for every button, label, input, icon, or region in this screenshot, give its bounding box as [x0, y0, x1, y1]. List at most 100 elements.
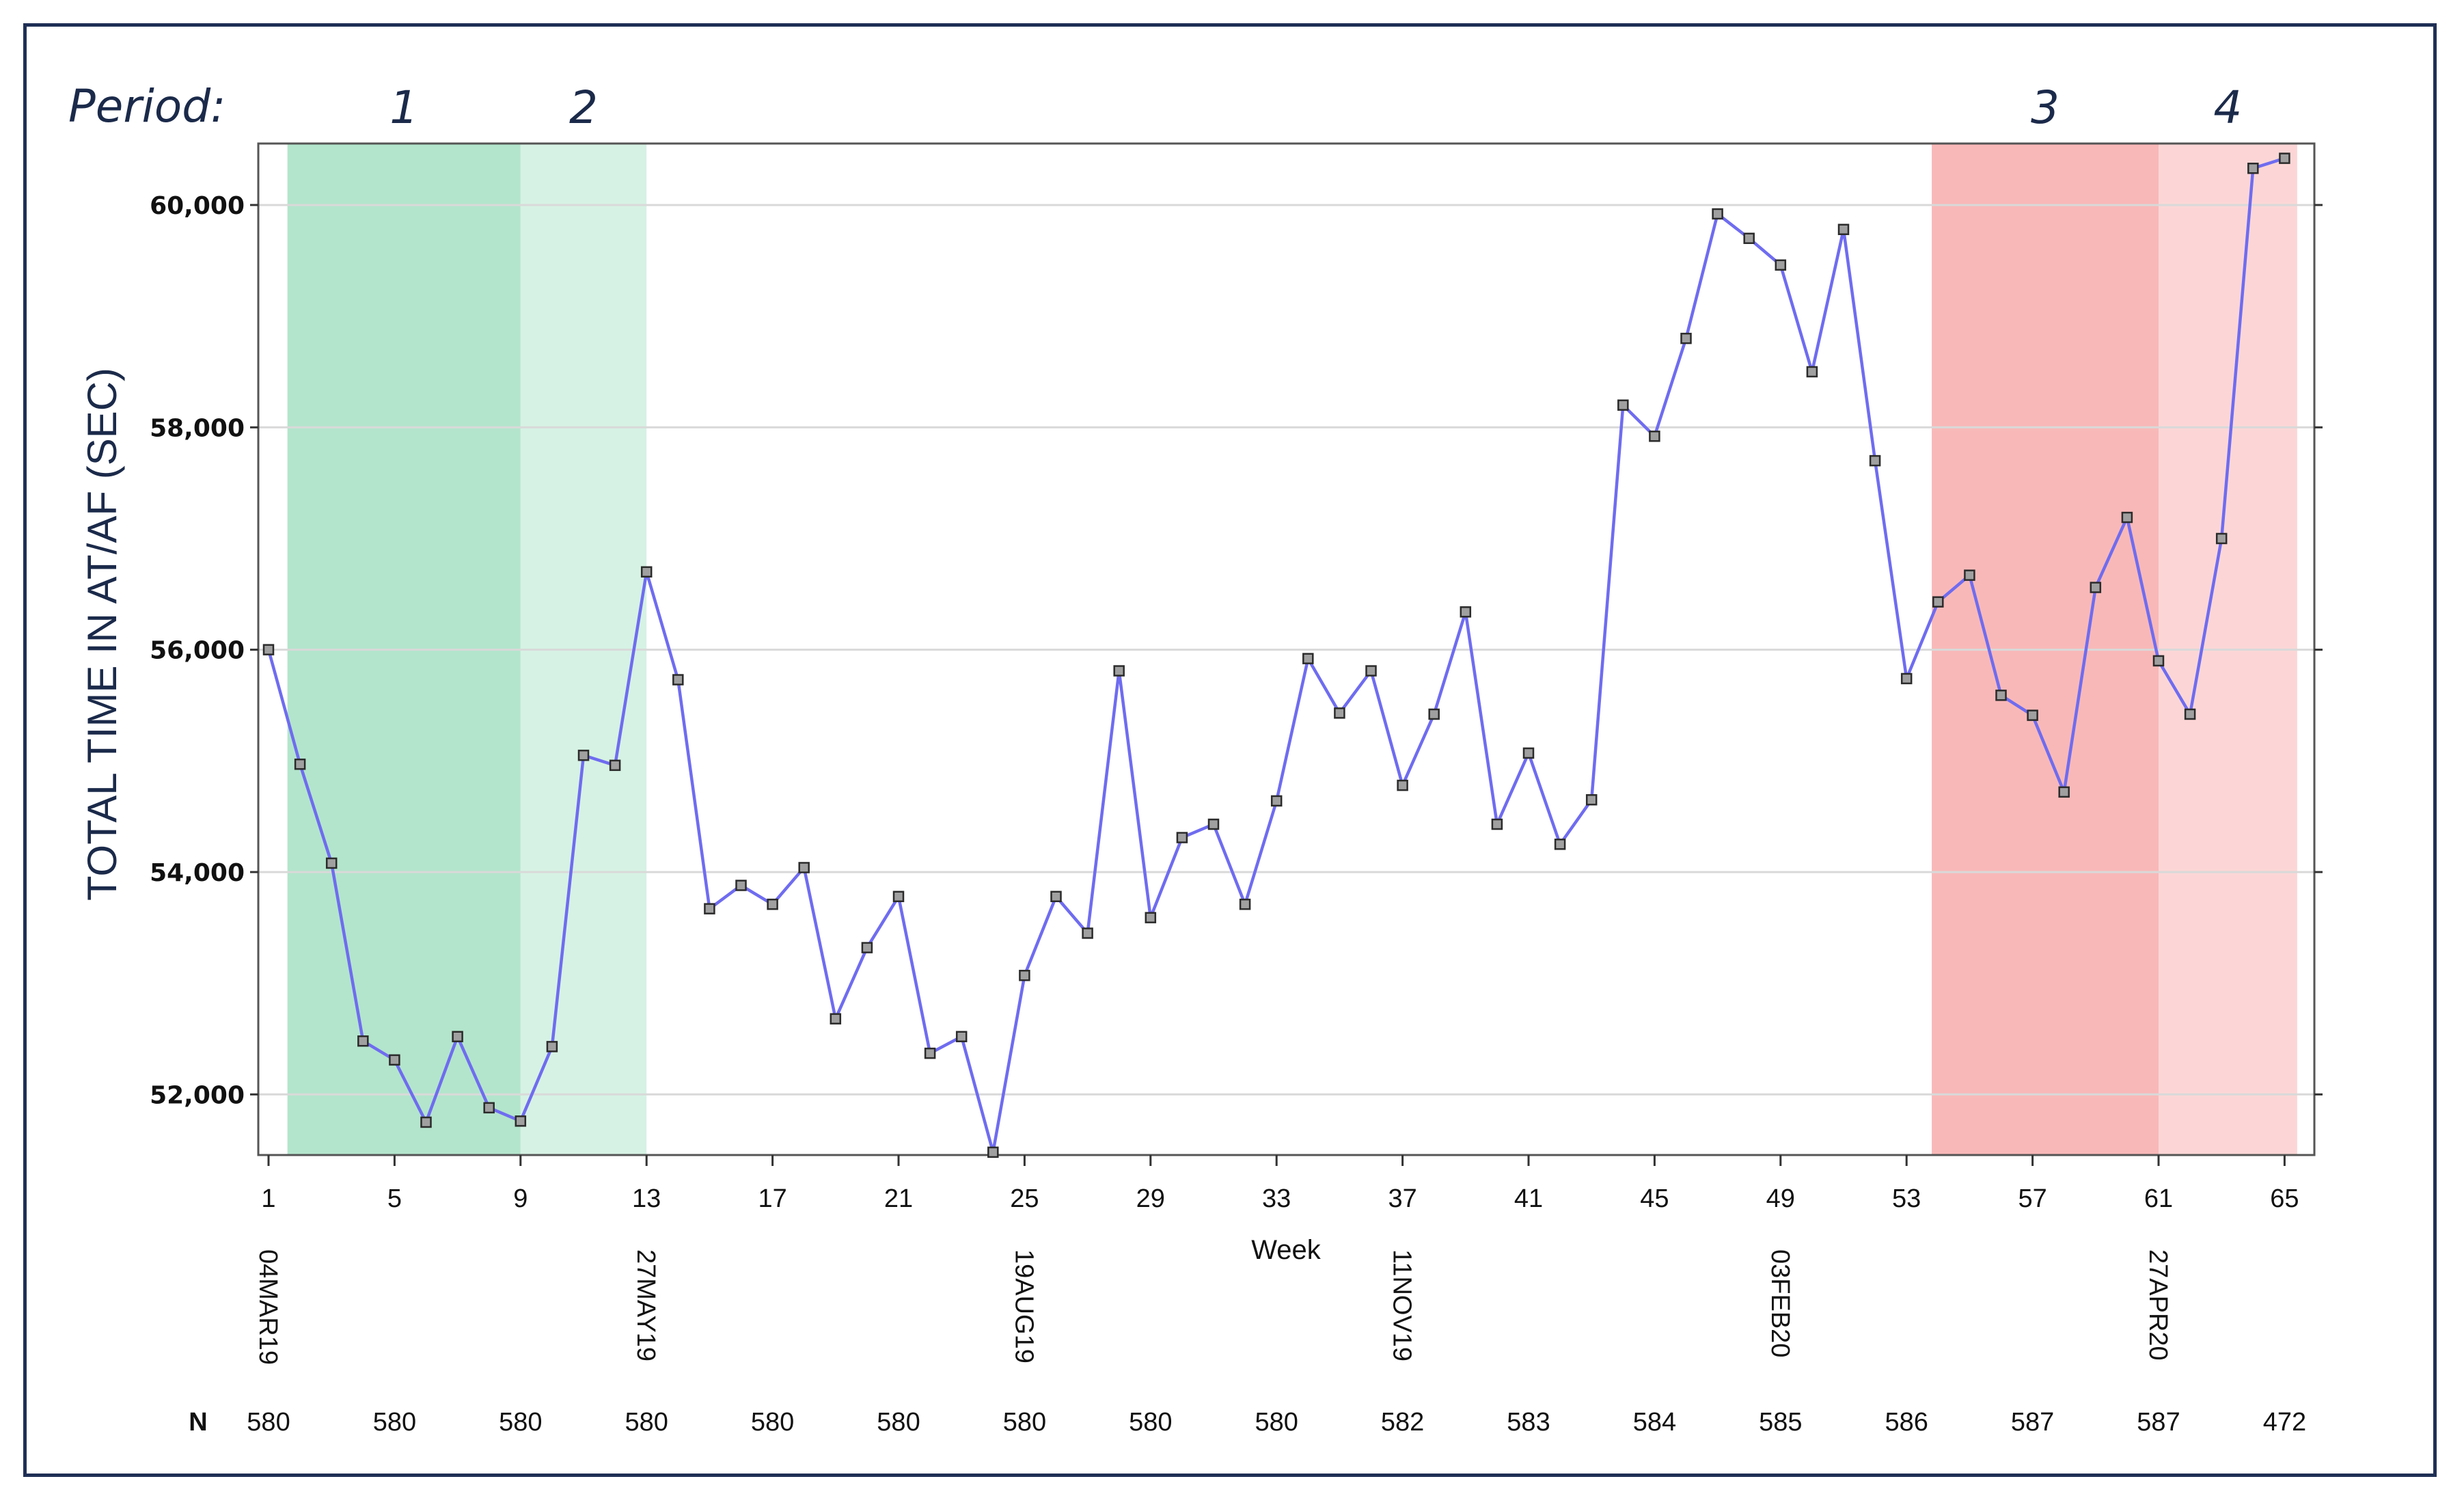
y-tick-label: 56,000: [150, 637, 245, 665]
x-axis-label: Week: [1251, 1235, 1322, 1265]
data-point: [609, 759, 621, 772]
data-point: [1270, 795, 1283, 807]
data-point: [1869, 454, 1881, 467]
x-tick-label: 13: [632, 1184, 661, 1213]
date-label: 04MAR19: [254, 1249, 282, 1365]
data-point: [1775, 259, 1787, 271]
x-tick-label: 1: [261, 1184, 275, 1213]
n-count: 580: [877, 1408, 920, 1437]
x-tick-label: 5: [387, 1184, 402, 1213]
date-label: 19AUG19: [1009, 1249, 1038, 1363]
data-point: [577, 749, 590, 761]
data-point: [1712, 208, 1723, 220]
period-label-3: 3: [2031, 81, 2059, 134]
data-point: [1082, 927, 1093, 939]
n-count: 582: [1381, 1408, 1424, 1437]
data-point: [1743, 232, 1755, 245]
data-point: [1365, 665, 1377, 677]
data-point: [1428, 708, 1440, 720]
data-point: [420, 1116, 432, 1128]
data-point: [325, 857, 338, 869]
data-point: [1932, 596, 1944, 608]
data-point: [1207, 818, 1220, 830]
data-point: [483, 1102, 495, 1114]
data-point: [735, 880, 747, 891]
period-label-1: 1: [389, 81, 418, 134]
data-point: [357, 1035, 369, 1047]
data-point: [861, 942, 873, 953]
n-count: 587: [2137, 1408, 2180, 1437]
n-count: 587: [2011, 1408, 2054, 1437]
y-tick-label: 60,000: [150, 192, 245, 220]
date-label: 03FEB20: [1766, 1249, 1794, 1357]
data-point: [2090, 582, 2102, 593]
data-point: [1554, 839, 1566, 850]
n-count: 580: [1255, 1408, 1298, 1437]
data-point: [294, 758, 306, 770]
n-count: 585: [1759, 1408, 1802, 1437]
date-label: 27MAY19: [631, 1249, 660, 1361]
data-point: [798, 862, 810, 873]
data-point: [1522, 747, 1535, 759]
data-point: [1900, 673, 1913, 685]
data-point: [1806, 366, 1818, 378]
n-row-label: N: [189, 1408, 207, 1437]
x-tick-label: 61: [2144, 1184, 2173, 1213]
data-point: [2058, 786, 2070, 798]
x-tick-label: 25: [1010, 1184, 1039, 1213]
x-tick-label: 65: [2270, 1184, 2299, 1213]
data-point: [2215, 532, 2228, 545]
n-count: 580: [751, 1408, 794, 1437]
y-axis-label: TOTAL TIME IN AT/AF (SEC): [79, 368, 125, 901]
data-point: [515, 1115, 527, 1127]
x-tick-label: 33: [1262, 1184, 1291, 1213]
data-point: [1460, 606, 1472, 618]
date-label: 27APR20: [2144, 1249, 2172, 1361]
period-label-4: 4: [2213, 81, 2242, 134]
data-point: [2279, 152, 2290, 164]
data-point: [2247, 163, 2259, 174]
n-count: 580: [499, 1408, 542, 1437]
data-point: [546, 1041, 558, 1053]
data-point: [1050, 891, 1062, 903]
data-point: [955, 1031, 968, 1042]
n-count: 580: [1003, 1408, 1046, 1437]
x-tick-label: 37: [1388, 1184, 1416, 1213]
n-count: 472: [2263, 1408, 2306, 1437]
x-tick-label: 21: [884, 1184, 913, 1213]
data-point: [2121, 511, 2133, 524]
data-point: [1019, 970, 1030, 981]
data-point: [2184, 708, 2196, 720]
data-point: [452, 1031, 463, 1042]
x-tick-label: 17: [758, 1184, 786, 1213]
data-point: [892, 891, 905, 903]
data-point: [830, 1013, 842, 1024]
x-tick-label: 57: [2018, 1184, 2047, 1213]
data-point: [1302, 653, 1314, 664]
y-tick-label: 58,000: [150, 414, 245, 442]
data-point: [389, 1054, 400, 1066]
data-point: [704, 903, 715, 914]
data-point: [924, 1047, 936, 1059]
period-title: Period:: [68, 80, 225, 133]
data-point: [1995, 690, 2007, 701]
data-point: [1239, 898, 1251, 910]
y-tick-label: 52,000: [150, 1081, 245, 1109]
data-point: [672, 674, 684, 685]
data-point: [1585, 793, 1598, 806]
n-count: 584: [1633, 1408, 1676, 1437]
x-tick-label: 29: [1136, 1184, 1165, 1213]
n-count: 580: [625, 1408, 668, 1437]
x-tick-label: 41: [1514, 1184, 1543, 1213]
data-point: [1397, 779, 1408, 791]
data-point: [2027, 709, 2038, 721]
n-count: 580: [247, 1408, 290, 1437]
data-point: [1113, 665, 1125, 677]
y-tick-label: 54,000: [150, 859, 245, 887]
data-point: [1491, 818, 1503, 830]
data-point: [987, 1146, 999, 1158]
data-point: [1680, 332, 1692, 344]
data-point: [1334, 707, 1345, 719]
data-point: [767, 898, 778, 910]
